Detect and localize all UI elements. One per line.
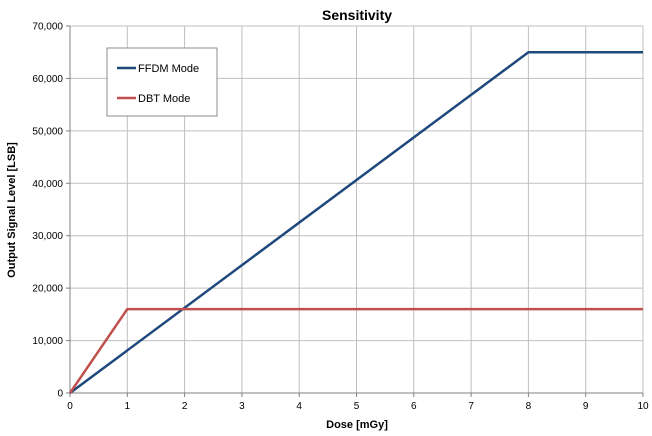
legend: FFDM Mode DBT Mode [106, 47, 218, 117]
x-tick-label: 2 [182, 401, 188, 412]
y-axis-label: Output Signal Level [LSB] [6, 142, 18, 278]
y-tick-label: 40,000 [32, 179, 63, 190]
legend-label-ffdm-mode: FFDM Mode [138, 63, 199, 75]
x-tick-label: 1 [125, 401, 131, 412]
y-tick-label: 0 [57, 389, 63, 400]
y-tick-label: 50,000 [32, 126, 63, 137]
x-tick-label: 7 [468, 401, 474, 412]
series [68, 50, 643, 395]
series-line-ffdm-mode [69, 50, 643, 395]
y-tick-label: 10,000 [32, 336, 63, 347]
x-tick-label: 3 [239, 401, 245, 412]
x-tick-label: 4 [296, 401, 302, 412]
legend-label-dbt-mode: DBT Mode [138, 93, 190, 105]
y-tick-label: 70,000 [32, 22, 63, 33]
legend-box [106, 47, 218, 117]
axes [66, 25, 644, 397]
y-tick-label: 30,000 [32, 231, 63, 242]
tick-labels: 0 1 2 3 4 5 6 7 8 9 10 0 10,000 20,000 30,000 40,000 50,… [32, 22, 649, 413]
x-tick-label: 8 [526, 401, 532, 412]
x-tick-label: 9 [583, 401, 589, 412]
x-axis-label: Dose [mGy] [326, 419, 388, 431]
y-tick-label: 60,000 [32, 74, 63, 85]
y-tick-label: 20,000 [32, 284, 63, 295]
x-tick-label: 0 [67, 401, 73, 412]
x-tick-label: 10 [637, 401, 649, 412]
series-line-dbt-mode [68, 307, 643, 394]
x-tick-label: 5 [354, 401, 360, 412]
chart-title: Sensitivity [322, 7, 392, 23]
x-tick-label: 6 [411, 401, 417, 412]
